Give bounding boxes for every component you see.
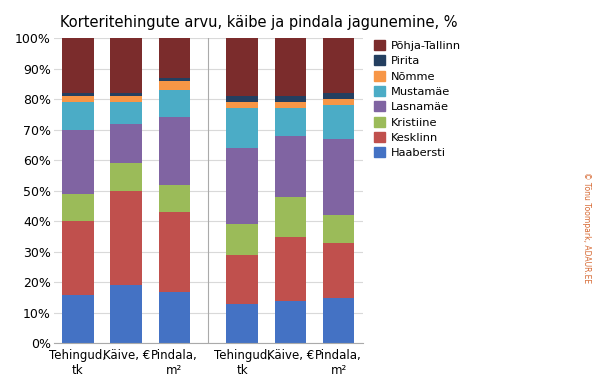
Bar	[323, 38, 355, 93]
Bar	[110, 96, 142, 102]
Bar	[323, 93, 355, 99]
Bar	[226, 224, 258, 255]
Bar	[226, 96, 258, 102]
Bar	[159, 212, 190, 292]
Bar	[159, 292, 190, 343]
Legend: Põhja-Tallinn, Pirita, Nõmme, Mustamäe, Lasnamäe, Kristiine, Kesklinn, Haabersti: Põhja-Tallinn, Pirita, Nõmme, Mustamäe, …	[371, 38, 463, 161]
Bar	[275, 237, 306, 301]
Bar	[110, 38, 142, 93]
Bar	[62, 221, 94, 295]
Bar	[275, 38, 306, 96]
Bar	[62, 96, 94, 102]
Bar	[275, 136, 306, 197]
Bar	[110, 93, 142, 96]
Bar	[323, 215, 355, 243]
Text: © Tõnu Toompark, ADAUR.EE: © Tõnu Toompark, ADAUR.EE	[582, 172, 591, 283]
Bar	[323, 105, 355, 139]
Text: Korteritehingute arvu, käibe ja pindala jagunemine, %: Korteritehingute arvu, käibe ja pindala …	[60, 15, 457, 30]
Bar	[226, 108, 258, 148]
Bar	[62, 93, 94, 96]
Bar	[62, 102, 94, 130]
Bar	[159, 185, 190, 212]
Bar	[62, 38, 94, 93]
Bar	[275, 108, 306, 136]
Bar	[226, 148, 258, 224]
Bar	[110, 123, 142, 163]
Bar	[226, 102, 258, 108]
Bar	[159, 38, 190, 78]
Bar	[110, 163, 142, 191]
Bar	[62, 194, 94, 221]
Bar	[323, 99, 355, 105]
Bar	[110, 102, 142, 123]
Bar	[159, 118, 190, 185]
Bar	[226, 38, 258, 96]
Bar	[110, 285, 142, 343]
Bar	[62, 295, 94, 343]
Bar	[275, 301, 306, 343]
Bar	[275, 96, 306, 102]
Bar	[62, 130, 94, 194]
Bar	[110, 191, 142, 285]
Bar	[275, 102, 306, 108]
Bar	[323, 298, 355, 343]
Bar	[226, 255, 258, 304]
Bar	[226, 304, 258, 343]
Bar	[275, 197, 306, 237]
Bar	[159, 81, 190, 90]
Bar	[323, 243, 355, 298]
Bar	[159, 78, 190, 81]
Bar	[323, 139, 355, 215]
Bar	[159, 90, 190, 118]
